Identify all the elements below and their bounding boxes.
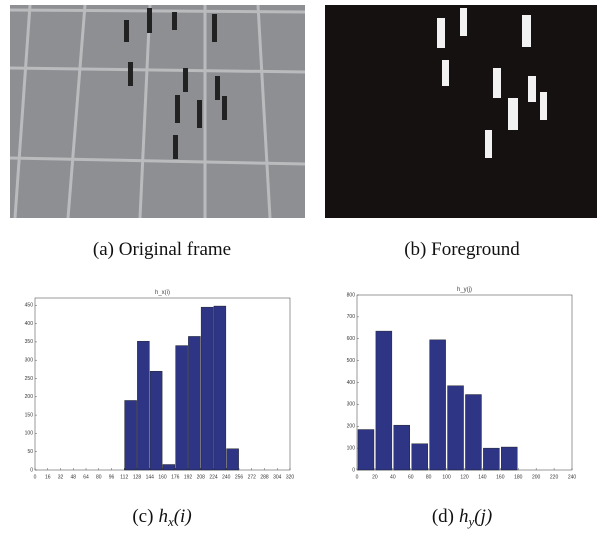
bar [394,425,410,470]
caption-label: (d) [432,506,454,527]
x-tick-label: 20 [372,474,378,480]
y-tick-label: 300 [25,358,34,364]
chart-title: h_y(j) [457,287,472,293]
bar [358,430,374,470]
caption-argument: (j) [474,506,492,527]
caption-symbol: h [459,506,469,527]
y-tick-label: 200 [347,424,356,430]
y-tick-label: 600 [347,336,356,342]
bar [125,400,137,470]
bar [137,341,149,470]
chart-title: h_x(i) [155,290,170,296]
x-tick-label: 60 [408,474,414,480]
bar [430,340,446,470]
x-tick-label: 0 [34,474,37,480]
y-tick-label: 350 [25,339,34,345]
x-tick-label: 288 [260,474,269,480]
bar [176,346,188,470]
y-tick-label: 800 [347,292,356,298]
y-tick-label: 50 [27,449,33,455]
x-tick-label: 220 [550,474,559,480]
x-tick-label: 224 [209,474,218,480]
x-tick-label: 140 [478,474,487,480]
x-tick-label: 208 [197,474,206,480]
bar [465,395,481,470]
caption-symbol: h [158,506,168,527]
image-caption: (b) Foreground [404,239,520,260]
y-tick-label: 400 [347,380,356,386]
x-tick-label: 120 [460,474,469,480]
x-tick-label: 16 [45,474,51,480]
y-tick-label: 0 [352,467,355,473]
x-tick-label: 240 [222,474,231,480]
x-tick-label: 180 [514,474,523,480]
page: {"images": [{"caption": "(a) Original fr… [0,0,608,544]
x-tick-label: 256 [235,474,244,480]
x-tick-label: 100 [442,474,451,480]
y-tick-label: 500 [347,358,356,364]
original-frame-image [10,5,305,218]
plot-frame [35,298,290,470]
y-tick-label: 100 [25,431,34,437]
caption-label: (c) [132,506,153,527]
bar [163,465,175,470]
x-tick-label: 64 [83,474,89,480]
y-tick-label: 200 [25,394,34,400]
x-tick-label: 48 [70,474,76,480]
y-tick-label: 250 [25,376,34,382]
x-tick-label: 176 [171,474,180,480]
y-tick-label: 150 [25,412,34,418]
x-tick-label: 80 [96,474,102,480]
y-tick-label: 300 [347,402,356,408]
x-tick-label: 32 [58,474,64,480]
y-tick-label: 0 [30,467,33,473]
x-tick-label: 200 [532,474,541,480]
x-tick-label: 160 [158,474,167,480]
x-tick-label: 320 [286,474,295,480]
bar [483,448,499,470]
bar [188,336,200,470]
bar [201,307,213,470]
x-tick-label: 40 [390,474,396,480]
bar [501,447,517,470]
x-tick-label: 304 [273,474,282,480]
chart-caption: (c)hx(i) [132,506,191,529]
x-tick-label: 112 [120,474,128,480]
bar [150,371,162,470]
chart-caption: (d)hy(j) [432,506,492,529]
image-caption: (a) Original frame [93,239,231,260]
caption-argument: (i) [174,506,192,527]
bar [412,444,428,470]
y-tick-label: 100 [347,445,356,451]
x-tick-label: 272 [248,474,257,480]
y-tick-label: 400 [25,321,34,327]
bar [376,331,392,470]
x-tick-label: 192 [184,474,193,480]
x-tick-label: 80 [426,474,432,480]
x-tick-label: 160 [496,474,505,480]
bar [214,306,226,470]
y-tick-label: 450 [25,303,34,309]
x-tick-label: 240 [568,474,577,480]
x-tick-label: 144 [146,474,155,480]
x-tick-label: 96 [109,474,115,480]
bar [448,386,464,470]
figure: (a) Original frame (b) Foreground h_x(i)… [0,0,608,544]
x-tick-label: 0 [356,474,359,480]
y-tick-label: 700 [347,314,356,320]
foreground-image [325,5,597,218]
bar [227,449,239,470]
x-tick-label: 128 [133,474,142,480]
